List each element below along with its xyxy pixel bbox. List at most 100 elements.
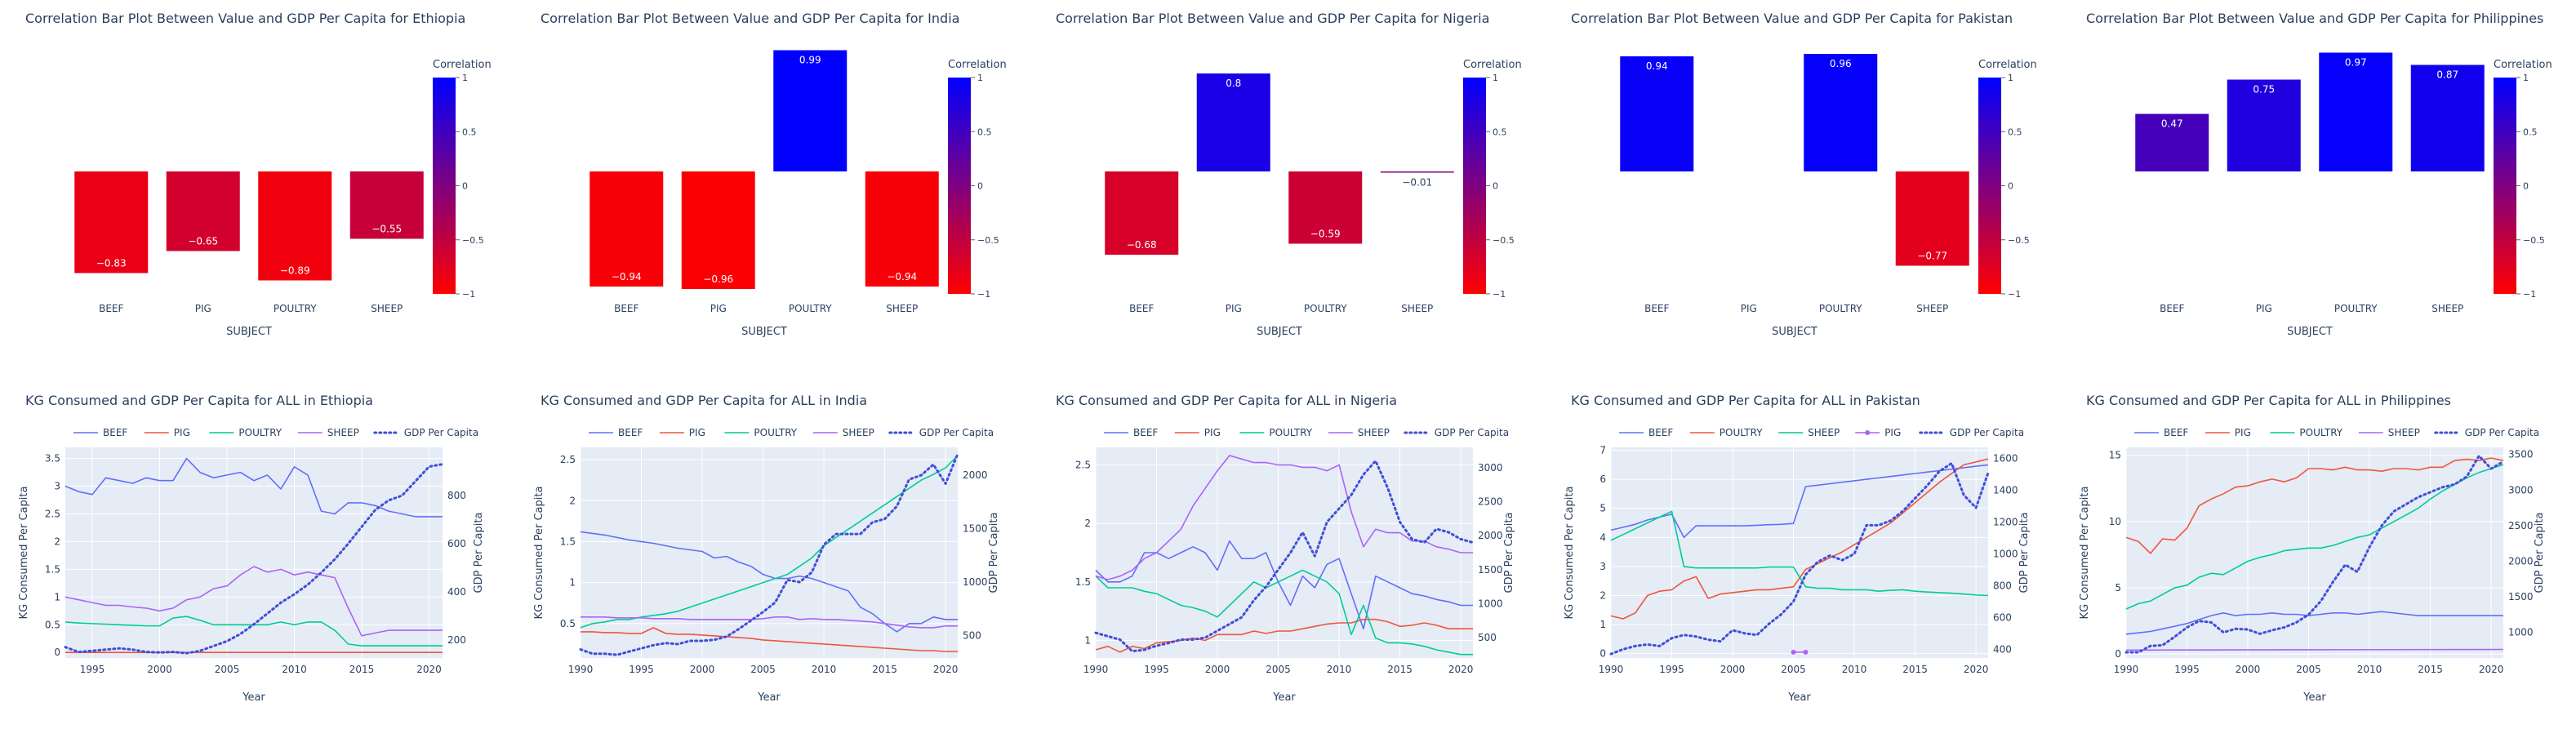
legend-item: SHEEP <box>327 427 359 438</box>
bar-chart-india: Correlation Bar Plot Between Value and G… <box>541 11 1007 338</box>
plot-area <box>2126 447 2503 658</box>
y2-axis-title: GDP Per Capita <box>2018 513 2031 594</box>
x-tick-label: 2020 <box>416 664 442 675</box>
x-tick-label: BEEF <box>2160 303 2184 314</box>
y-tick-label: 3 <box>1599 561 1606 572</box>
bar-beef <box>1620 56 1694 171</box>
series-marker <box>1791 649 1796 655</box>
colorbar-tick-label: 0.5 <box>2008 127 2022 137</box>
x-tick-label: 1990 <box>568 664 594 675</box>
series-marker <box>1803 649 1809 655</box>
colorbar-tick-label: −0.5 <box>977 235 999 246</box>
y2-tick-label: 200 <box>447 634 466 646</box>
chart-title: KG Consumed and GDP Per Capita for ALL i… <box>1056 393 1397 408</box>
bar-beef <box>74 171 149 273</box>
colorbar-title: Correlation <box>1463 59 1522 71</box>
bar-pig <box>166 171 240 251</box>
colorbar-tick-label: −1 <box>2523 289 2536 300</box>
x-axis-title: SUBJECT <box>1257 326 1302 338</box>
bar-data-label: −0.77 <box>1917 251 1947 262</box>
bar-data-label: 0.99 <box>799 55 821 66</box>
x-axis-title: SUBJECT <box>1772 326 1817 338</box>
y2-axis-title: GDP Per Capita <box>2534 513 2546 594</box>
legend-item: SHEEP <box>2388 427 2420 438</box>
y-tick-label: 6 <box>1599 473 1606 485</box>
series-line-sheep <box>2125 648 2504 651</box>
y-tick-label: 2.5 <box>560 454 576 465</box>
bar-poultry <box>773 50 848 171</box>
x-tick-label: 2000 <box>2236 664 2261 675</box>
colorbar <box>948 78 971 294</box>
x-tick-label: 2000 <box>147 664 172 675</box>
bar-data-label: 0.97 <box>2345 57 2367 69</box>
bar-data-label: −0.68 <box>1127 239 1157 251</box>
colorbar-tick-label: 1 <box>462 73 468 83</box>
colorbar-title: Correlation <box>1978 59 2037 71</box>
colorbar-title: Correlation <box>2494 59 2552 71</box>
x-tick-label: 1990 <box>1083 664 1109 675</box>
legend-item: GDP Per Capita <box>404 427 478 438</box>
x-tick-label: SHEEP <box>2431 303 2463 314</box>
line-chart-india: KG Consumed and GDP Per Capita for ALL i… <box>533 393 1000 704</box>
x-axis-title: Year <box>757 691 781 704</box>
x-tick-label: BEEF <box>1129 303 1154 314</box>
y2-tick-label: 800 <box>447 490 466 501</box>
y2-tick-label: 2500 <box>2508 520 2534 531</box>
bar-data-label: 0.96 <box>1830 58 1852 69</box>
y-tick-label: 4 <box>1599 531 1606 543</box>
legend-item: SHEEP <box>843 427 874 438</box>
y2-tick-label: 3000 <box>1478 462 1503 473</box>
x-tick-label: 2005 <box>2296 664 2321 675</box>
y-tick-label: 10 <box>2109 516 2121 527</box>
bar-poultry <box>2319 52 2393 171</box>
x-tick-label: 2010 <box>2357 664 2382 675</box>
bar-poultry <box>1804 54 1878 171</box>
x-tick-label: 2020 <box>2479 664 2504 675</box>
bar-sheep <box>349 171 424 239</box>
legend-item: GDP Per Capita <box>1435 427 1509 438</box>
y-tick-label: 0 <box>54 647 60 658</box>
chart-title: Correlation Bar Plot Between Value and G… <box>2086 11 2543 26</box>
legend-item: BEEF <box>1133 427 1158 438</box>
y-tick-label: 2 <box>1084 518 1091 529</box>
series-line-gdp-per-capita <box>64 463 444 655</box>
colorbar <box>1463 78 1486 294</box>
x-tick-label: 1995 <box>80 664 105 675</box>
x-tick-label: 2005 <box>1781 664 1806 675</box>
x-tick-label: SHEEP <box>1401 303 1433 314</box>
y-tick-label: 1 <box>1599 619 1606 630</box>
bar-data-label: −0.83 <box>96 258 127 269</box>
y2-tick-label: 1600 <box>1993 453 2018 465</box>
legend-item: BEEF <box>103 427 127 438</box>
y2-tick-label: 400 <box>447 586 466 598</box>
bar-sheep <box>865 171 939 287</box>
x-axis-title: SUBJECT <box>741 326 787 338</box>
x-tick-label: POULTRY <box>1819 303 1862 314</box>
y2-axis-title: GDP Per Capita <box>988 513 1000 594</box>
y-tick-label: 2 <box>1599 589 1606 601</box>
x-axis-title: SUBJECT <box>2287 326 2333 338</box>
y-tick-label: 1 <box>54 591 60 602</box>
chart-title: KG Consumed and GDP Per Capita for ALL i… <box>1571 393 1920 408</box>
x-tick-label: BEEF <box>614 303 638 314</box>
y-tick-label: 5 <box>1599 503 1606 514</box>
legend-item: GDP Per Capita <box>2465 427 2539 438</box>
y-tick-label: 1.5 <box>1075 576 1091 588</box>
y-axis-title: KG Consumed Per Capita <box>1564 487 1576 620</box>
y-tick-label: 7 <box>1599 445 1606 456</box>
x-tick-label: 2015 <box>872 664 897 675</box>
x-tick-label: POULTRY <box>274 303 317 314</box>
series-line-sheep <box>1610 510 1989 597</box>
series-line-gdp-per-capita <box>579 452 959 656</box>
y-tick-label: 0.5 <box>560 618 576 629</box>
bar-data-label: −0.59 <box>1310 229 1341 240</box>
legend-item: PIG <box>2235 427 2251 438</box>
y2-tick-label: 600 <box>447 538 466 549</box>
bar-data-label: 0.8 <box>1226 78 1241 89</box>
legend-item: BEEF <box>2164 427 2188 438</box>
x-tick-label: PIG <box>1226 303 1242 314</box>
y2-tick-label: 1200 <box>1993 517 2018 528</box>
line-chart-philippines: KG Consumed and GDP Per Capita for ALL i… <box>2079 393 2546 704</box>
x-tick-label: 1995 <box>2174 664 2200 675</box>
